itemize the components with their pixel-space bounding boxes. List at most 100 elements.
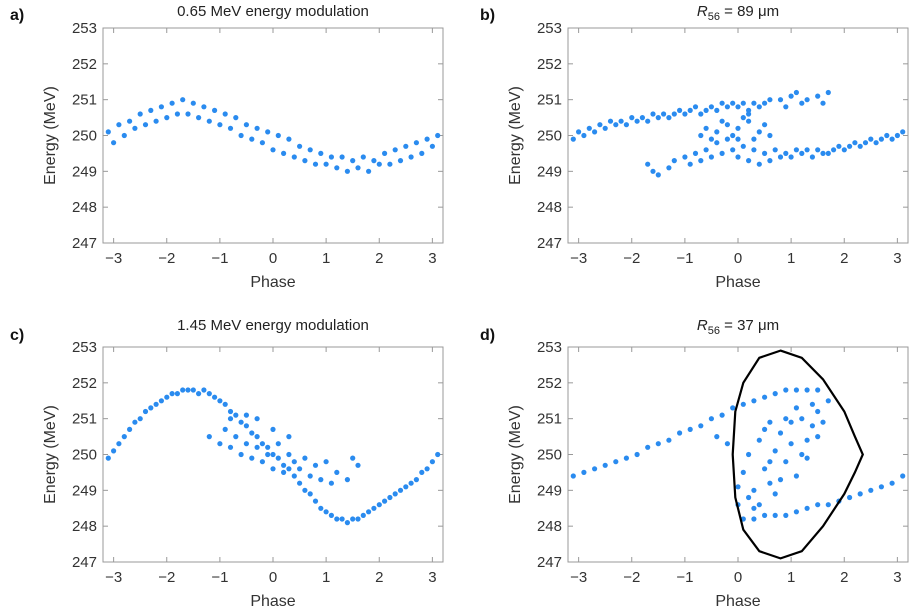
data-point-b <box>735 136 741 142</box>
data-point-a <box>435 132 441 139</box>
data-point-a <box>132 125 138 131</box>
x-tick-label-d: 3 <box>893 569 901 586</box>
data-point-b <box>719 150 725 156</box>
data-point-c <box>148 405 154 411</box>
data-point-b <box>884 132 890 139</box>
data-point-c <box>132 419 138 425</box>
y-tick-label-c: 248 <box>72 518 97 535</box>
data-point-b <box>714 107 720 113</box>
y-tick-label-b: 250 <box>537 128 562 145</box>
y-tick-label-d: 252 <box>537 375 562 392</box>
panel-letter-a: a) <box>10 7 24 24</box>
data-point-b <box>719 100 725 106</box>
x-tick-label-c: −2 <box>158 569 175 586</box>
data-point-c <box>238 451 244 458</box>
y-tick-label-b: 251 <box>537 92 562 109</box>
data-point-a <box>212 107 218 113</box>
y-tick-label-b: 253 <box>537 20 562 37</box>
data-point-b <box>777 97 784 103</box>
data-point-a <box>397 158 404 164</box>
data-point-b <box>687 161 693 167</box>
data-point-a <box>323 161 329 167</box>
data-point-b <box>671 158 677 164</box>
data-point-b <box>592 129 598 135</box>
data-point-a <box>275 132 281 139</box>
data-point-c <box>158 398 164 404</box>
data-point-a <box>302 158 308 164</box>
data-point-c <box>254 434 260 440</box>
data-point-b <box>868 136 874 142</box>
data-point-d <box>825 398 831 404</box>
y-tick-label-d: 253 <box>537 339 562 356</box>
data-point-a <box>217 122 223 128</box>
data-point-a <box>392 147 398 153</box>
data-point-d <box>772 448 778 454</box>
data-point-d <box>708 416 715 422</box>
data-point-b <box>772 147 778 153</box>
data-point-c <box>344 520 350 526</box>
data-point-c <box>424 466 430 472</box>
data-point-a <box>382 150 388 156</box>
data-point-d <box>634 451 640 458</box>
x-tick-label-b: 3 <box>893 250 901 267</box>
data-point-c <box>206 434 212 440</box>
data-point-c <box>281 469 287 475</box>
panel-letter-d: d) <box>480 327 495 344</box>
x-axis-label-d: Phase <box>715 593 760 610</box>
x-tick-label-b: −3 <box>570 250 587 267</box>
data-point-b <box>767 97 773 103</box>
data-point-b <box>783 150 789 156</box>
x-axis-label-a: Phase <box>250 274 295 291</box>
panel-title-c: 1.45 MeV energy modulation <box>177 317 369 334</box>
data-point-c <box>334 516 340 522</box>
data-point-d <box>820 419 826 425</box>
data-point-c <box>190 387 196 393</box>
data-point-b <box>804 97 810 103</box>
panel-letter-b: b) <box>480 7 495 24</box>
data-point-b <box>645 161 651 167</box>
y-tick-label-a: 247 <box>72 235 97 252</box>
y-tick-label-c: 251 <box>72 411 97 428</box>
data-point-d <box>815 502 821 508</box>
y-axis-label-d: Energy (MeV) <box>507 405 524 504</box>
data-point-c <box>185 387 191 393</box>
data-point-a <box>291 154 297 160</box>
data-point-b <box>698 158 704 164</box>
data-point-b <box>756 129 762 135</box>
data-point-c <box>307 491 313 497</box>
y-tick-label-b: 248 <box>537 199 562 216</box>
x-tick-label-d: 2 <box>840 569 848 586</box>
x-tick-label-b: 0 <box>734 250 742 267</box>
x-tick-label-a: 0 <box>269 250 277 267</box>
x-tick-label-b: −1 <box>676 250 693 267</box>
data-point-d <box>756 502 762 508</box>
data-point-b <box>762 150 768 156</box>
plot-frame-a <box>102 27 444 244</box>
data-point-d <box>788 441 794 447</box>
data-point-b <box>831 147 837 153</box>
data-point-b <box>666 115 672 121</box>
x-tick-label-b: −2 <box>623 250 640 267</box>
data-point-b <box>793 89 800 96</box>
data-point-a <box>360 154 366 160</box>
data-point-c <box>302 487 308 493</box>
data-point-c <box>196 391 202 397</box>
data-point-a <box>286 136 292 142</box>
data-point-a <box>376 161 382 167</box>
data-point-b <box>639 115 646 121</box>
data-point-a <box>419 150 425 156</box>
data-point-b <box>841 147 847 153</box>
data-point-b <box>889 136 895 142</box>
data-point-b <box>820 150 826 156</box>
data-point-a <box>339 154 345 160</box>
data-point-a <box>142 122 149 128</box>
x-tick-label-a: 3 <box>428 250 436 267</box>
data-point-b <box>857 143 863 149</box>
data-point-a <box>201 104 207 110</box>
data-point-d <box>809 423 816 429</box>
data-point-c <box>212 394 218 400</box>
data-point-c <box>105 455 111 461</box>
data-point-b <box>751 147 757 153</box>
data-point-d <box>783 416 789 422</box>
data-point-d <box>857 491 863 497</box>
